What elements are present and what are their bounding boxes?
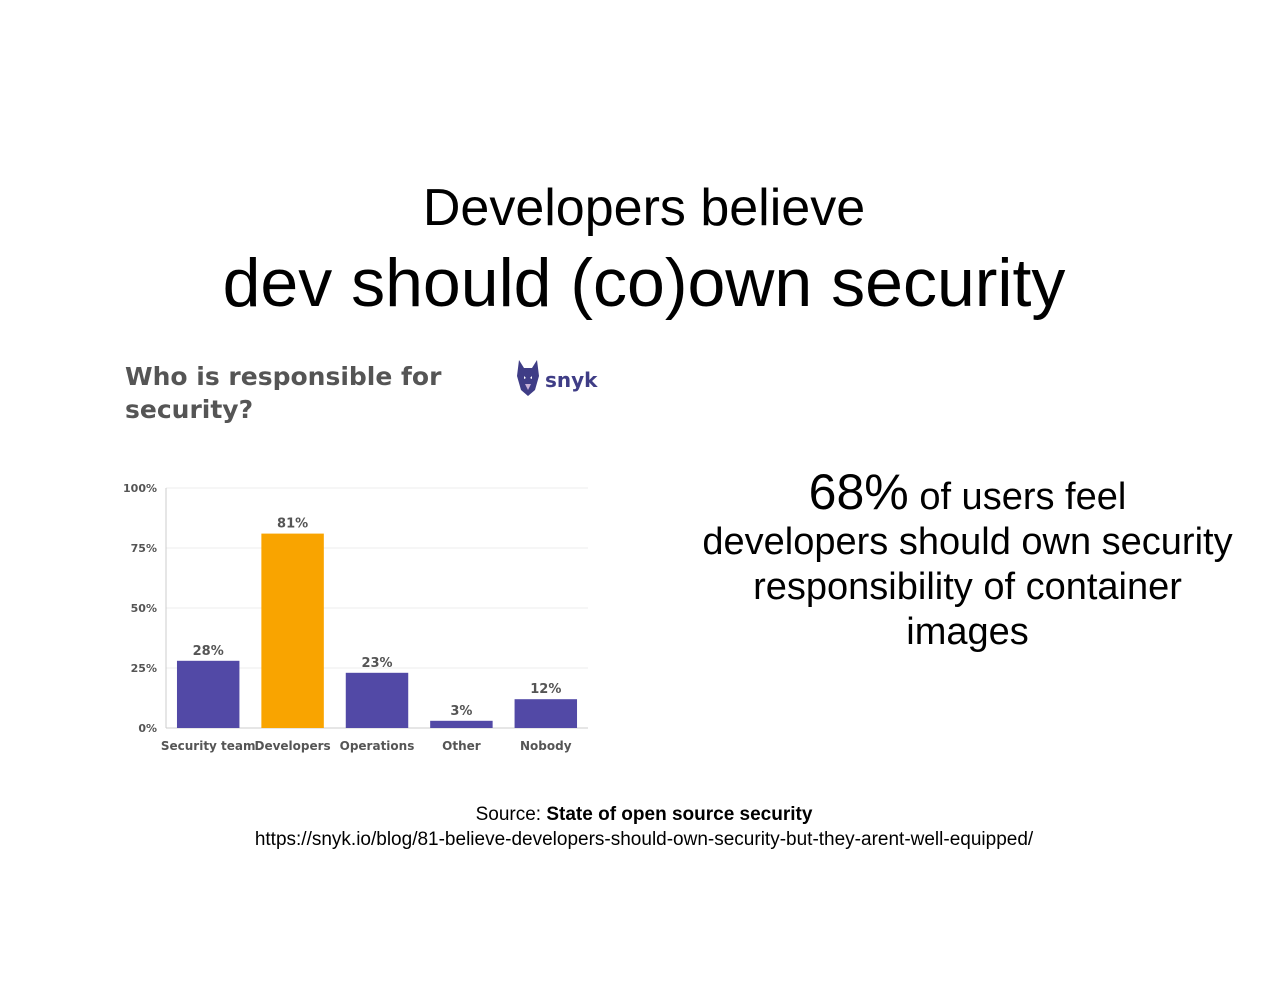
- x-tick-label: Developers: [254, 739, 330, 753]
- callout-line1: 68% of users feel: [690, 467, 1245, 520]
- callout-stat: 68%: [808, 464, 909, 520]
- source-url: https://snyk.io/blog/81-believe-develope…: [254, 829, 1034, 850]
- bar: [176, 660, 240, 728]
- callout-text-line2: developers should own security: [702, 521, 1233, 563]
- x-tick-label: Other: [442, 739, 481, 753]
- bar-value-label: 28%: [193, 644, 224, 659]
- y-tick-label: 100%: [123, 482, 157, 495]
- y-tick-label: 25%: [131, 662, 157, 675]
- snyk-logo-text: snyk: [545, 368, 598, 392]
- x-tick-label: Operations: [340, 739, 415, 753]
- bar-value-label: 12%: [530, 682, 561, 697]
- source-line: Source: State of open source security: [0, 803, 1288, 827]
- bar-chart: 0% 25% 50% 75% 100% 28% Security team 81% Develo…: [123, 482, 588, 753]
- chart-heading-line2: security?: [125, 395, 254, 424]
- x-tick-label: Security team: [161, 739, 256, 753]
- y-tick-label: 50%: [131, 602, 157, 615]
- callout-text-line1: of users feel: [919, 476, 1127, 518]
- doberman-icon: [515, 358, 541, 403]
- bar-value-label: 23%: [361, 656, 392, 671]
- source-title: State of open source security: [546, 804, 813, 825]
- callout-text-line4: images: [906, 611, 1029, 653]
- slide-title-line1: Developers believe: [422, 179, 866, 237]
- chart-heading: Who is responsible for security?: [125, 360, 445, 426]
- callout-text-line3: responsibility of container: [753, 566, 1182, 608]
- bar-value-label: 3%: [450, 704, 472, 719]
- chart-heading-line1: Who is responsible for: [125, 362, 442, 391]
- callout: 68% of users feel developers should own …: [690, 467, 1245, 655]
- y-tick-label: 0%: [138, 722, 157, 735]
- source-label: Source:: [475, 804, 542, 825]
- bar: [514, 699, 578, 728]
- bar: [430, 720, 493, 728]
- snyk-logo: snyk: [515, 358, 598, 403]
- bar: [345, 672, 409, 728]
- bar-value-label: 81%: [277, 517, 308, 532]
- bar: [261, 533, 324, 728]
- y-tick-label: 75%: [131, 542, 157, 555]
- x-tick-label: Nobody: [520, 739, 572, 753]
- slide-title-line2: dev should (co)own security: [222, 245, 1066, 321]
